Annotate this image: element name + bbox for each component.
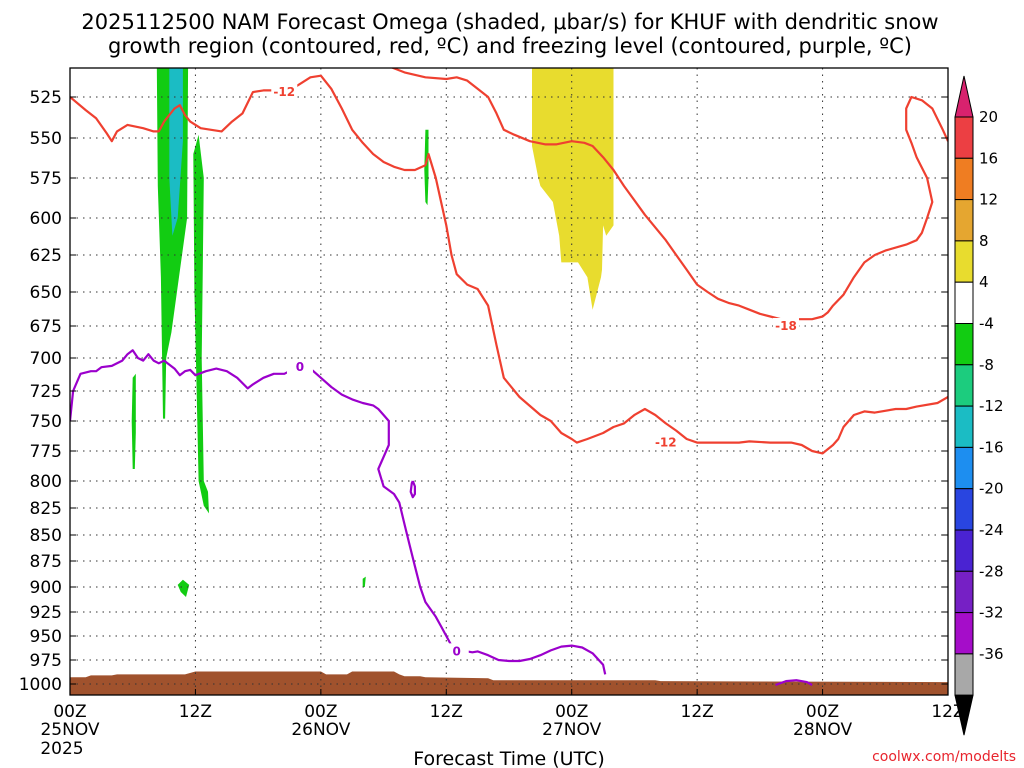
dgz-minus12-top-left	[390, 68, 948, 321]
y-tick-label: 825	[30, 499, 62, 519]
colorbar-segment	[954, 488, 974, 531]
grid-lines	[70, 68, 948, 695]
colorbar-segment	[954, 240, 974, 283]
plot-area: -12 -18 0 -12 0 525 550 575 600 625 650 675 700 725 75…	[19, 67, 965, 759]
colorbar-segment	[954, 446, 974, 490]
surface-terrain	[70, 671, 948, 695]
freezing-level-bottom-right	[775, 679, 813, 687]
y-tick-label: 575	[30, 169, 62, 189]
colorbar-bottom-arrow	[954, 694, 974, 736]
y-tick-label: 775	[30, 442, 62, 462]
y-tick-label: 650	[30, 283, 62, 303]
y-tick-label: 625	[30, 246, 62, 266]
y-tick-label: 525	[30, 88, 62, 108]
colorbar-label: -8	[979, 356, 994, 374]
freezing-level-0-label-bg	[286, 359, 313, 375]
colorbar-label: -36	[979, 645, 1004, 663]
omega-minus4-small-3	[177, 579, 190, 597]
colorbar-label: -4	[979, 315, 994, 333]
y-tick-label: 750	[30, 412, 62, 432]
x-tick-label: 12Z	[681, 702, 714, 722]
colorbar-label: 12	[979, 191, 998, 209]
y-tick-label: 875	[30, 552, 62, 572]
colorbar-label: -28	[979, 562, 1004, 580]
y-tick-label: 1000	[19, 675, 62, 695]
freezing-level-0-label-bg-2	[444, 643, 469, 659]
plot-frame	[69, 67, 949, 696]
x-tick-date-label: 27NOV	[542, 720, 601, 740]
colorbar-label: -32	[979, 604, 1004, 622]
dgz-minus12-upper	[70, 74, 948, 455]
colorbar-top-arrow	[954, 75, 974, 118]
y-axis: 525 550 575 600 625 650 675 700 725 750 775 800 825 8…	[19, 88, 948, 695]
colorbar-label: 4	[979, 273, 989, 291]
omega-minus4-col-b	[193, 134, 209, 514]
x-tick-date-label: 26NOV	[291, 720, 350, 740]
colorbar-segment	[954, 612, 974, 655]
x-tick-label: 12Z	[430, 702, 463, 722]
x-tick-label: 12Z	[179, 702, 212, 722]
colorbar-segment	[954, 529, 974, 572]
colorbar-segment	[954, 116, 974, 159]
y-tick-label: 950	[30, 627, 62, 647]
x-tick-label: 00Z	[555, 702, 588, 722]
dgz-minus12-upper-label-bg	[271, 84, 298, 100]
x-tick-label: 00Z	[53, 702, 86, 722]
colorbar-label: 8	[979, 232, 989, 250]
x-tick-label: 00Z	[806, 702, 839, 722]
freezing-level-0-label-2: 0	[453, 644, 461, 658]
plot-clipped-layer	[70, 68, 948, 695]
chart-title-line-1: 2025112500 NAM Forecast Omega (shaded, μ…	[81, 10, 938, 34]
omega-colorbar: 20 16 12 8 4 -4 -8 -12 -16 -20 -24 -28 -32 -36	[954, 75, 1004, 736]
colorbar-segment	[954, 405, 974, 448]
x-axis-title: Forecast Time (UTC)	[413, 748, 604, 768]
colorbar-label: -24	[979, 521, 1004, 539]
dgz-minus12-upper-label-bg-2	[653, 434, 678, 450]
colorbar-label: -12	[979, 397, 1004, 415]
colorbar-segment	[954, 570, 974, 614]
x-tick-year-label: 2025	[40, 739, 83, 759]
colorbar-label: 16	[979, 149, 998, 167]
y-tick-label: 550	[30, 129, 62, 149]
colorbar-segment	[954, 199, 974, 242]
chart-title: 2025112500 NAM Forecast Omega (shaded, μ…	[81, 10, 938, 58]
x-tick-label: 00Z	[304, 702, 337, 722]
omega-minus4-small-1	[131, 373, 136, 469]
y-tick-label: 800	[30, 472, 62, 492]
colorbar-label: 20	[979, 108, 998, 126]
chart-title-line-2: growth region (contoured, red, ºC) and f…	[108, 34, 912, 58]
y-tick-label: 675	[30, 317, 62, 337]
colorbar-label: -16	[979, 438, 1004, 456]
watermark-text: coolwx.com/modelts	[872, 749, 1016, 765]
y-tick-label: 925	[30, 603, 62, 623]
colorbar-segment	[954, 157, 974, 201]
x-tick-date-label: 25NOV	[40, 720, 99, 740]
freezing-level-0-label: 0	[296, 360, 304, 374]
y-tick-label: 900	[30, 578, 62, 598]
y-tick-label: 600	[30, 209, 62, 229]
x-tick-date-label: 28NOV	[793, 720, 852, 740]
omega-minus4-small-2	[424, 129, 429, 206]
contour-labels: -12 -18 0 -12 0	[271, 84, 799, 659]
y-tick-label: 975	[30, 651, 62, 671]
dgz-minus12-upper-label: -12	[273, 85, 295, 99]
dgz-minus18-label-bg	[772, 318, 799, 333]
y-tick-label: 850	[30, 526, 62, 546]
freezing-level-small-loop	[409, 480, 416, 499]
y-tick-label: 725	[30, 382, 62, 402]
omega-minus4-small-4	[362, 576, 366, 587]
freezing-level-0	[70, 349, 607, 675]
colorbar-segment	[954, 323, 974, 366]
colorbar-segment	[954, 653, 974, 696]
omega-plus4-region	[532, 68, 614, 310]
dgz-minus18-label: -18	[775, 319, 797, 333]
colorbar-segment	[954, 364, 974, 407]
x-tick-label: 12Z	[931, 702, 964, 722]
colorbar-label: -20	[979, 480, 1004, 498]
y-tick-label: 700	[30, 349, 62, 369]
colorbar-segment	[954, 281, 974, 325]
dgz-minus12-upper-label-2: -12	[655, 436, 677, 450]
